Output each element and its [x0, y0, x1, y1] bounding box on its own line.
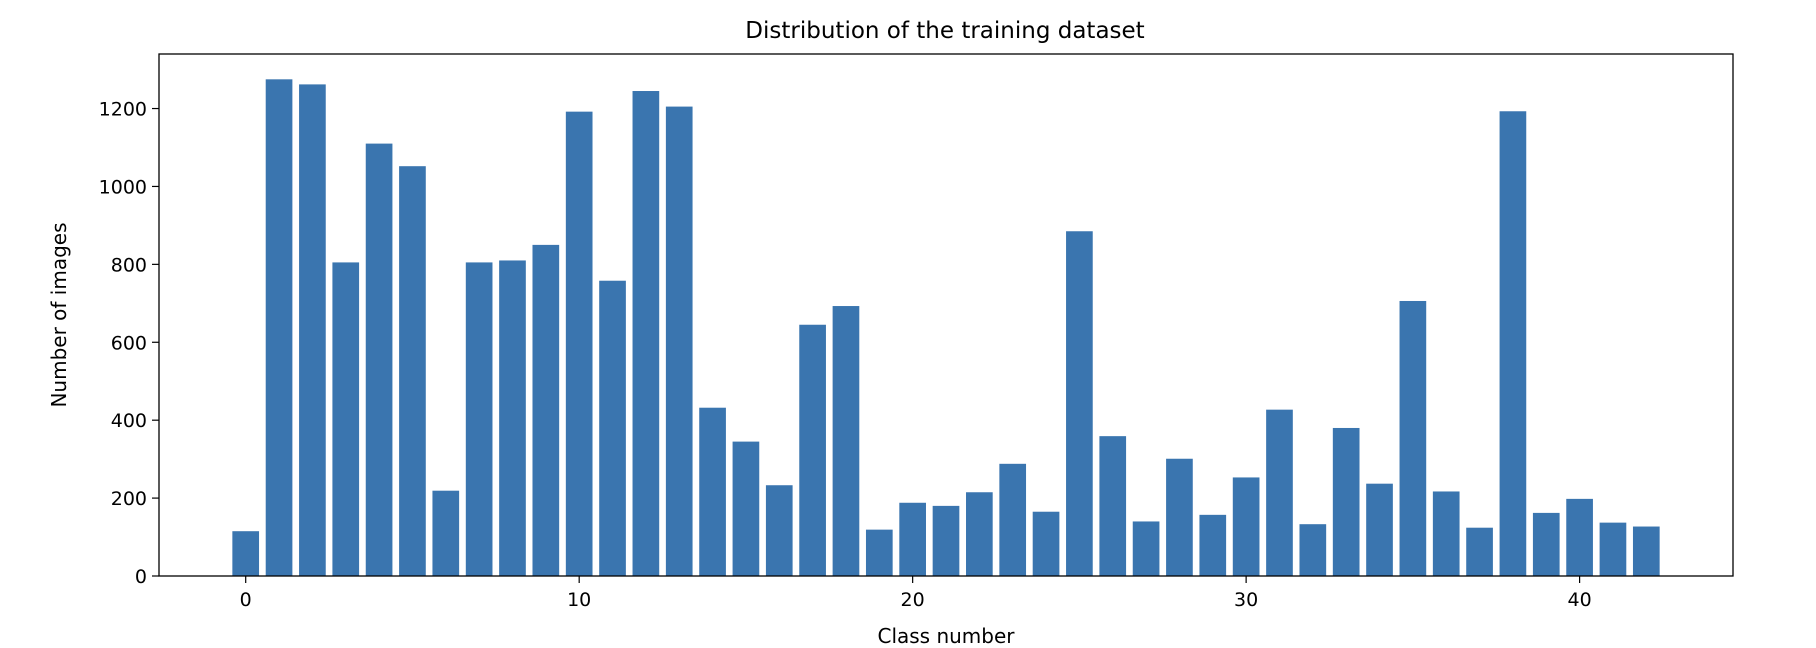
- bar-class-23: [999, 463, 1027, 576]
- y-tick-label: 1000: [99, 176, 147, 198]
- chart-title: Distribution of the training dataset: [745, 18, 1144, 44]
- bar-class-21: [932, 505, 960, 576]
- bar-class-10: [565, 111, 593, 577]
- bar-class-33: [1332, 427, 1360, 576]
- bar-class-37: [1466, 527, 1493, 576]
- y-tick-label: 400: [111, 410, 147, 432]
- y-tick-label: 0: [135, 566, 147, 588]
- bar-class-17: [799, 324, 826, 576]
- bar-class-28: [1166, 458, 1193, 576]
- bar-class-34: [1366, 483, 1393, 576]
- bar-class-39: [1532, 512, 1560, 576]
- bar-class-41: [1599, 522, 1627, 576]
- x-tick-label: 30: [1234, 589, 1258, 611]
- x-tick-label: 40: [1568, 589, 1592, 611]
- bar-class-14: [699, 407, 726, 576]
- bar-class-13: [665, 106, 693, 576]
- x-tick-label: 0: [240, 589, 252, 611]
- x-axis-label: Class number: [877, 624, 1015, 648]
- bar-class-19: [865, 529, 893, 576]
- bar-class-6: [432, 490, 460, 576]
- y-tick-label: 800: [111, 254, 147, 276]
- bar-class-30: [1232, 477, 1260, 576]
- bar-class-29: [1199, 514, 1227, 576]
- bar-class-18: [832, 306, 860, 576]
- bar-class-22: [966, 492, 993, 576]
- bar-class-8: [499, 260, 526, 576]
- bar-class-42: [1632, 526, 1660, 576]
- bar-class-9: [532, 244, 560, 576]
- bar-class-5: [399, 166, 426, 576]
- bar-class-36: [1432, 491, 1460, 576]
- y-tick-label: 1200: [99, 99, 147, 121]
- bar-class-1: [265, 79, 293, 576]
- bar-class-24: [1032, 511, 1060, 576]
- bar-class-15: [732, 441, 760, 576]
- bar-class-26: [1099, 436, 1127, 576]
- bar-class-38: [1499, 111, 1527, 576]
- bar-class-11: [599, 280, 626, 576]
- y-tick-label: 600: [111, 332, 147, 354]
- x-axis: 0 10 20 30 40: [240, 576, 1592, 611]
- bar-class-2: [299, 84, 326, 576]
- bar-class-32: [1299, 524, 1327, 576]
- bar-class-25: [1066, 231, 1093, 576]
- bar-class-35: [1399, 300, 1427, 576]
- bar-class-16: [765, 485, 793, 576]
- bar-class-31: [1266, 409, 1293, 576]
- bar-class-40: [1566, 498, 1593, 576]
- bar-class-12: [632, 91, 660, 576]
- bar-class-20: [899, 502, 926, 576]
- y-axis: 0 200 400 600 800 1000 1200: [99, 99, 159, 588]
- bar-class-4: [365, 143, 393, 576]
- x-tick-label: 10: [567, 589, 591, 611]
- plot-frame: [158, 53, 1734, 577]
- bar-class-3: [332, 262, 360, 576]
- bars-group: [232, 79, 1660, 577]
- y-tick-label: 200: [111, 488, 147, 510]
- bar-class-27: [1132, 521, 1160, 576]
- bar-class-7: [465, 262, 493, 576]
- x-tick-label: 20: [901, 589, 925, 611]
- y-axis-label: Number of images: [47, 222, 71, 407]
- bar-class-0: [232, 531, 260, 576]
